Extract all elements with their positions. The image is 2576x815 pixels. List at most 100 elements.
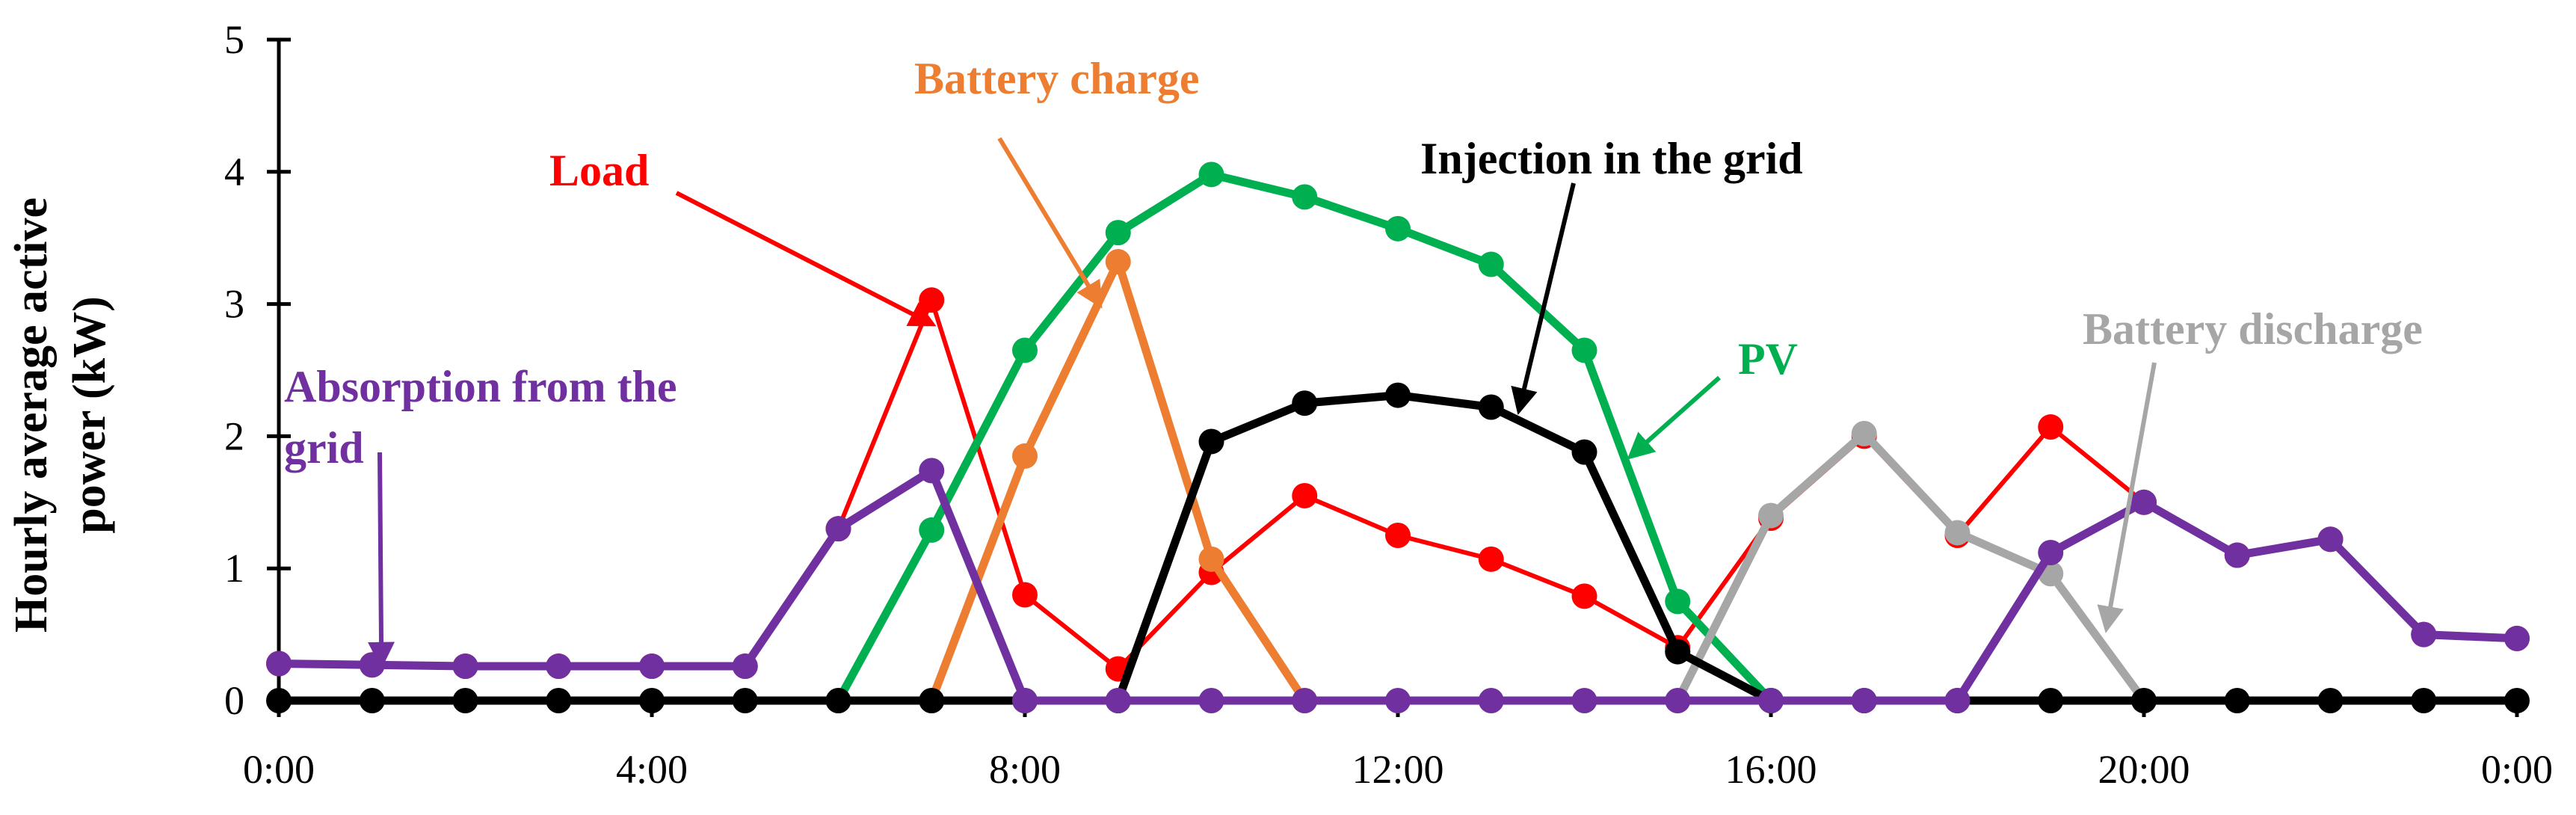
annotation-arrow	[2097, 362, 2157, 633]
data-point	[1292, 482, 1318, 508]
data-point	[266, 688, 292, 713]
series-line	[278, 298, 2518, 671]
annotation-absorption-from-the-grid: Absorption from the grid	[284, 362, 677, 669]
annotation-label-line: Absorption from the	[284, 362, 677, 411]
data-point	[1012, 582, 1038, 608]
data-point	[1385, 215, 1411, 242]
data-point	[2317, 526, 2344, 553]
data-point	[919, 688, 945, 713]
annotation-label: Battery charge	[914, 54, 1200, 103]
data-point	[2038, 688, 2064, 713]
series-pv	[825, 162, 1784, 713]
data-point	[546, 653, 572, 680]
data-point	[732, 688, 758, 713]
annotation-arrow	[367, 452, 395, 669]
y-axis-label-line: Hourly average active	[6, 197, 57, 633]
annotation-arrow	[1511, 182, 1576, 416]
x-tick-label: 12:00	[1352, 747, 1443, 792]
annotation-label-line: Injection in the grid	[1420, 134, 1803, 183]
x-tick-label: 0:00	[243, 747, 315, 792]
data-point	[919, 517, 945, 543]
y-axis-label-line: power (kW)	[64, 296, 115, 533]
series-battery-charge	[919, 249, 1318, 713]
data-point	[919, 287, 945, 313]
data-point	[2224, 542, 2250, 568]
data-point	[1758, 502, 1784, 529]
data-point	[1571, 337, 1597, 363]
data-point	[1758, 688, 1784, 713]
data-point	[1105, 688, 1131, 713]
data-point	[1851, 420, 1877, 446]
data-point	[2411, 621, 2437, 648]
data-point	[1292, 184, 1318, 210]
data-point	[1385, 688, 1411, 713]
annotation-arrow	[1627, 375, 1721, 460]
data-point	[825, 688, 851, 713]
data-point	[2317, 688, 2344, 713]
annotation-battery-discharge: Battery discharge	[2083, 304, 2423, 633]
data-point	[1385, 382, 1411, 408]
data-point	[919, 458, 945, 484]
y-tick-label: 1	[224, 546, 244, 591]
annotation-label: Battery discharge	[2083, 304, 2423, 354]
data-point	[1012, 688, 1038, 713]
annotation-arrow	[675, 191, 937, 327]
data-point	[2224, 688, 2250, 713]
data-point	[1478, 394, 1504, 420]
data-point	[1478, 546, 1504, 572]
data-point	[1944, 688, 1970, 713]
data-point	[1851, 688, 1877, 713]
data-point	[1478, 251, 1504, 277]
data-point	[1571, 583, 1597, 609]
data-point	[1292, 688, 1318, 713]
data-point	[1012, 443, 1038, 469]
data-point	[1198, 688, 1224, 713]
data-point	[2038, 414, 2064, 440]
data-point	[546, 688, 572, 713]
annotation-label-line: grid	[284, 423, 364, 473]
axes: 0 1 2 3 4 5 0:00 4:00 8:00 12:00 16:00 20:00 0:00 Hou…	[6, 17, 2553, 792]
data-point	[1292, 390, 1318, 416]
data-point	[1198, 162, 1224, 188]
annotation-label-line: Load	[549, 146, 649, 195]
data-point	[1105, 220, 1131, 246]
y-tick-label: 2	[224, 413, 244, 458]
annotation-label: Load	[549, 146, 649, 195]
data-point	[452, 688, 478, 713]
annotation-label-line: Battery charge	[914, 54, 1200, 103]
x-tick-label: 4:00	[616, 747, 688, 792]
x-tick-label: 20:00	[2098, 747, 2190, 792]
series-layer	[266, 162, 2530, 713]
x-tick-label: 8:00	[989, 747, 1061, 792]
y-tick-label: 5	[224, 17, 244, 62]
annotation-label-line: PV	[1738, 334, 1798, 384]
y-tick-label: 0	[224, 678, 244, 723]
annotation-arrow	[997, 137, 1103, 309]
data-point	[1385, 523, 1411, 548]
data-point	[1198, 428, 1224, 455]
data-point	[639, 688, 665, 713]
annotation-load: Load	[549, 146, 937, 327]
data-point	[1571, 688, 1597, 713]
annotation-injection-in-the-grid: Injection in the grid	[1420, 134, 1803, 416]
data-point	[2411, 688, 2437, 713]
x-tick-label: 16:00	[1725, 747, 1817, 792]
y-tick-label: 3	[224, 282, 244, 327]
annotation-label: Injection in the grid	[1420, 134, 1803, 183]
annotation-label-line: Battery discharge	[2083, 304, 2423, 354]
data-point	[1478, 688, 1504, 713]
data-point	[359, 688, 385, 713]
data-point	[1944, 520, 1970, 546]
annotations: Load PV Battery charge Battery discharge Inj…	[284, 54, 2423, 669]
data-point	[2131, 688, 2157, 713]
data-point	[452, 653, 478, 680]
data-point	[1665, 588, 1691, 615]
series-line	[278, 466, 2518, 705]
data-point	[2038, 539, 2064, 565]
series-line	[1674, 429, 2148, 704]
x-tick-label: 0:00	[2481, 747, 2553, 792]
data-point	[2131, 489, 2157, 515]
data-point	[1665, 688, 1691, 713]
data-point	[1571, 439, 1597, 465]
